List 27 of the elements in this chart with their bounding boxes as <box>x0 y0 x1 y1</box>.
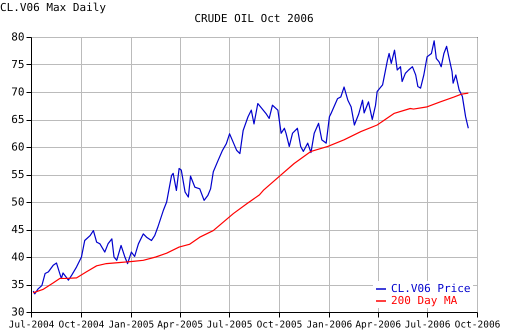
chart-title: CRUDE OIL Oct 2006 <box>194 12 314 25</box>
x-tick-label: Oct-2006 <box>454 320 501 330</box>
x-tick-label: Jul-2006 <box>404 320 451 330</box>
line-series <box>32 40 469 294</box>
y-tick-label: 30 <box>11 306 24 318</box>
y-tick-label: 65 <box>11 113 24 126</box>
y-tick-label: 55 <box>11 168 24 181</box>
line-series <box>32 92 469 294</box>
y-tick-label: 80 <box>11 30 24 44</box>
y-tick-label: 75 <box>11 58 24 71</box>
x-tick-label: Oct-2004 <box>58 320 105 330</box>
x-tick-label: Jan-2005 <box>108 320 154 330</box>
x-tick-label: Jul-2004 <box>8 320 55 330</box>
legend-label: CL.V06 Price <box>391 282 470 295</box>
text: CL.V06 Max Daily <box>0 1 106 14</box>
x-tick-label: Apr-2005 <box>157 320 204 330</box>
x-tick-label: Oct-2005 <box>256 320 302 330</box>
y-tick-label: 60 <box>11 140 24 154</box>
y-tick-label: 40 <box>11 250 24 264</box>
y-tick-label: 50 <box>11 196 24 208</box>
y-tick-label: 70 <box>11 86 24 98</box>
x-tick-label: Apr-2006 <box>355 320 402 330</box>
y-tick-label: 35 <box>11 278 24 291</box>
x-tick-label: Jul-2005 <box>206 320 252 330</box>
y-tick-label: 45 <box>11 223 24 236</box>
legend-label: 200 Day MA <box>391 294 458 307</box>
x-tick-label: Jan-2006 <box>306 320 353 330</box>
